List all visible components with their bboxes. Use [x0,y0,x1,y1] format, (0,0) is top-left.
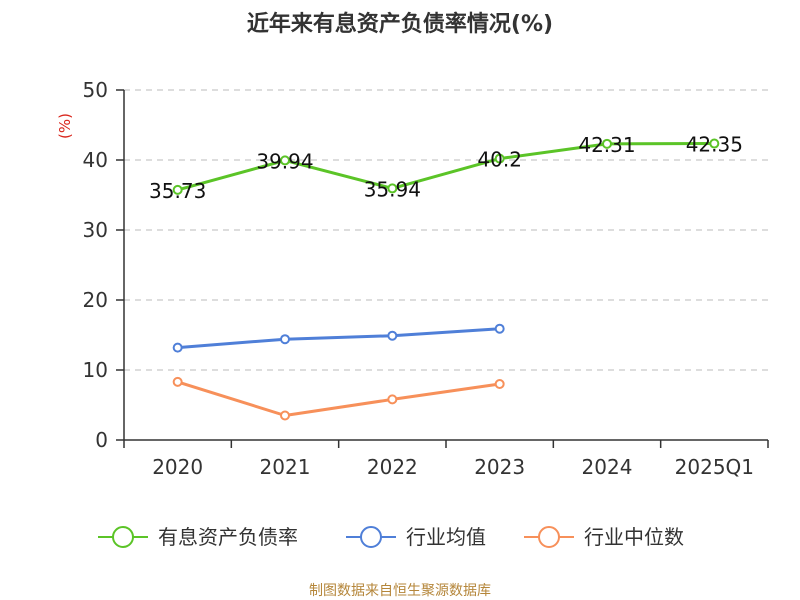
data-label: 40.2 [477,148,522,172]
data-label: 42.31 [578,133,635,157]
series-line-2 [177,327,500,350]
x-tick-label: 2020 [152,455,203,479]
series-line-3 [177,380,500,417]
y-tick-label: 30 [83,218,108,242]
data-point [709,138,720,149]
legend-marker [360,526,382,548]
data-point [602,138,612,149]
data-point [172,342,183,353]
y-tick-label: 20 [83,288,108,312]
y-axis-unit-label: (%) [56,113,74,139]
y-tick-label: 10 [83,358,108,382]
data-point [280,155,290,166]
data-label: 39.94 [256,149,313,173]
y-tick-label: 50 [83,78,108,102]
series-line-1 [177,142,715,192]
x-tick-label: 2021 [260,455,311,479]
x-tick-label: 2023 [474,455,525,479]
legend-item-3[interactable]: 行业中位数 [524,525,684,549]
data-point [494,379,505,389]
source-note: 制图数据来自恒生聚源数据库 [309,583,491,599]
data-point [172,376,183,387]
data-point [280,410,290,421]
series-lines [172,138,720,421]
legend-label: 行业中位数 [584,525,684,549]
grid-lines [124,89,768,371]
x-tick-label: 2024 [582,455,633,479]
data-label: 35.94 [364,177,421,201]
y-tick-label: 0 [95,428,108,452]
legend-marker [112,526,134,548]
data-point [387,183,398,194]
data-point [172,184,183,195]
y-tick-label: 40 [83,148,108,172]
legend-label: 行业均值 [406,525,486,549]
data-point [494,323,505,334]
data-labels: 35.73 39.94 35.94 40.2 42.31 42.35 [149,133,743,203]
legend[interactable]: 有息资产负债率 行业均值 行业中位数 [98,525,684,549]
legend-item-2[interactable]: 行业均值 [346,525,486,549]
x-tick-label: 2022 [367,455,418,479]
chart-title: 近年来有息资产负债率情况(%) [246,12,554,37]
data-point [494,153,505,164]
legend-item-1[interactable]: 有息资产负债率 [98,525,298,549]
legend-marker [538,526,560,548]
data-point [280,334,290,345]
x-tick-label: 2025Q1 [675,455,754,479]
legend-label: 有息资产负债率 [158,525,298,549]
data-point [387,394,398,405]
axes: 0 10 20 30 40 50 (%) 2020 2021 2022 2023 2024 2025Q1 [56,78,769,479]
data-label: 35.73 [149,179,206,203]
data-label: 42.35 [686,133,743,157]
data-point [387,330,398,341]
